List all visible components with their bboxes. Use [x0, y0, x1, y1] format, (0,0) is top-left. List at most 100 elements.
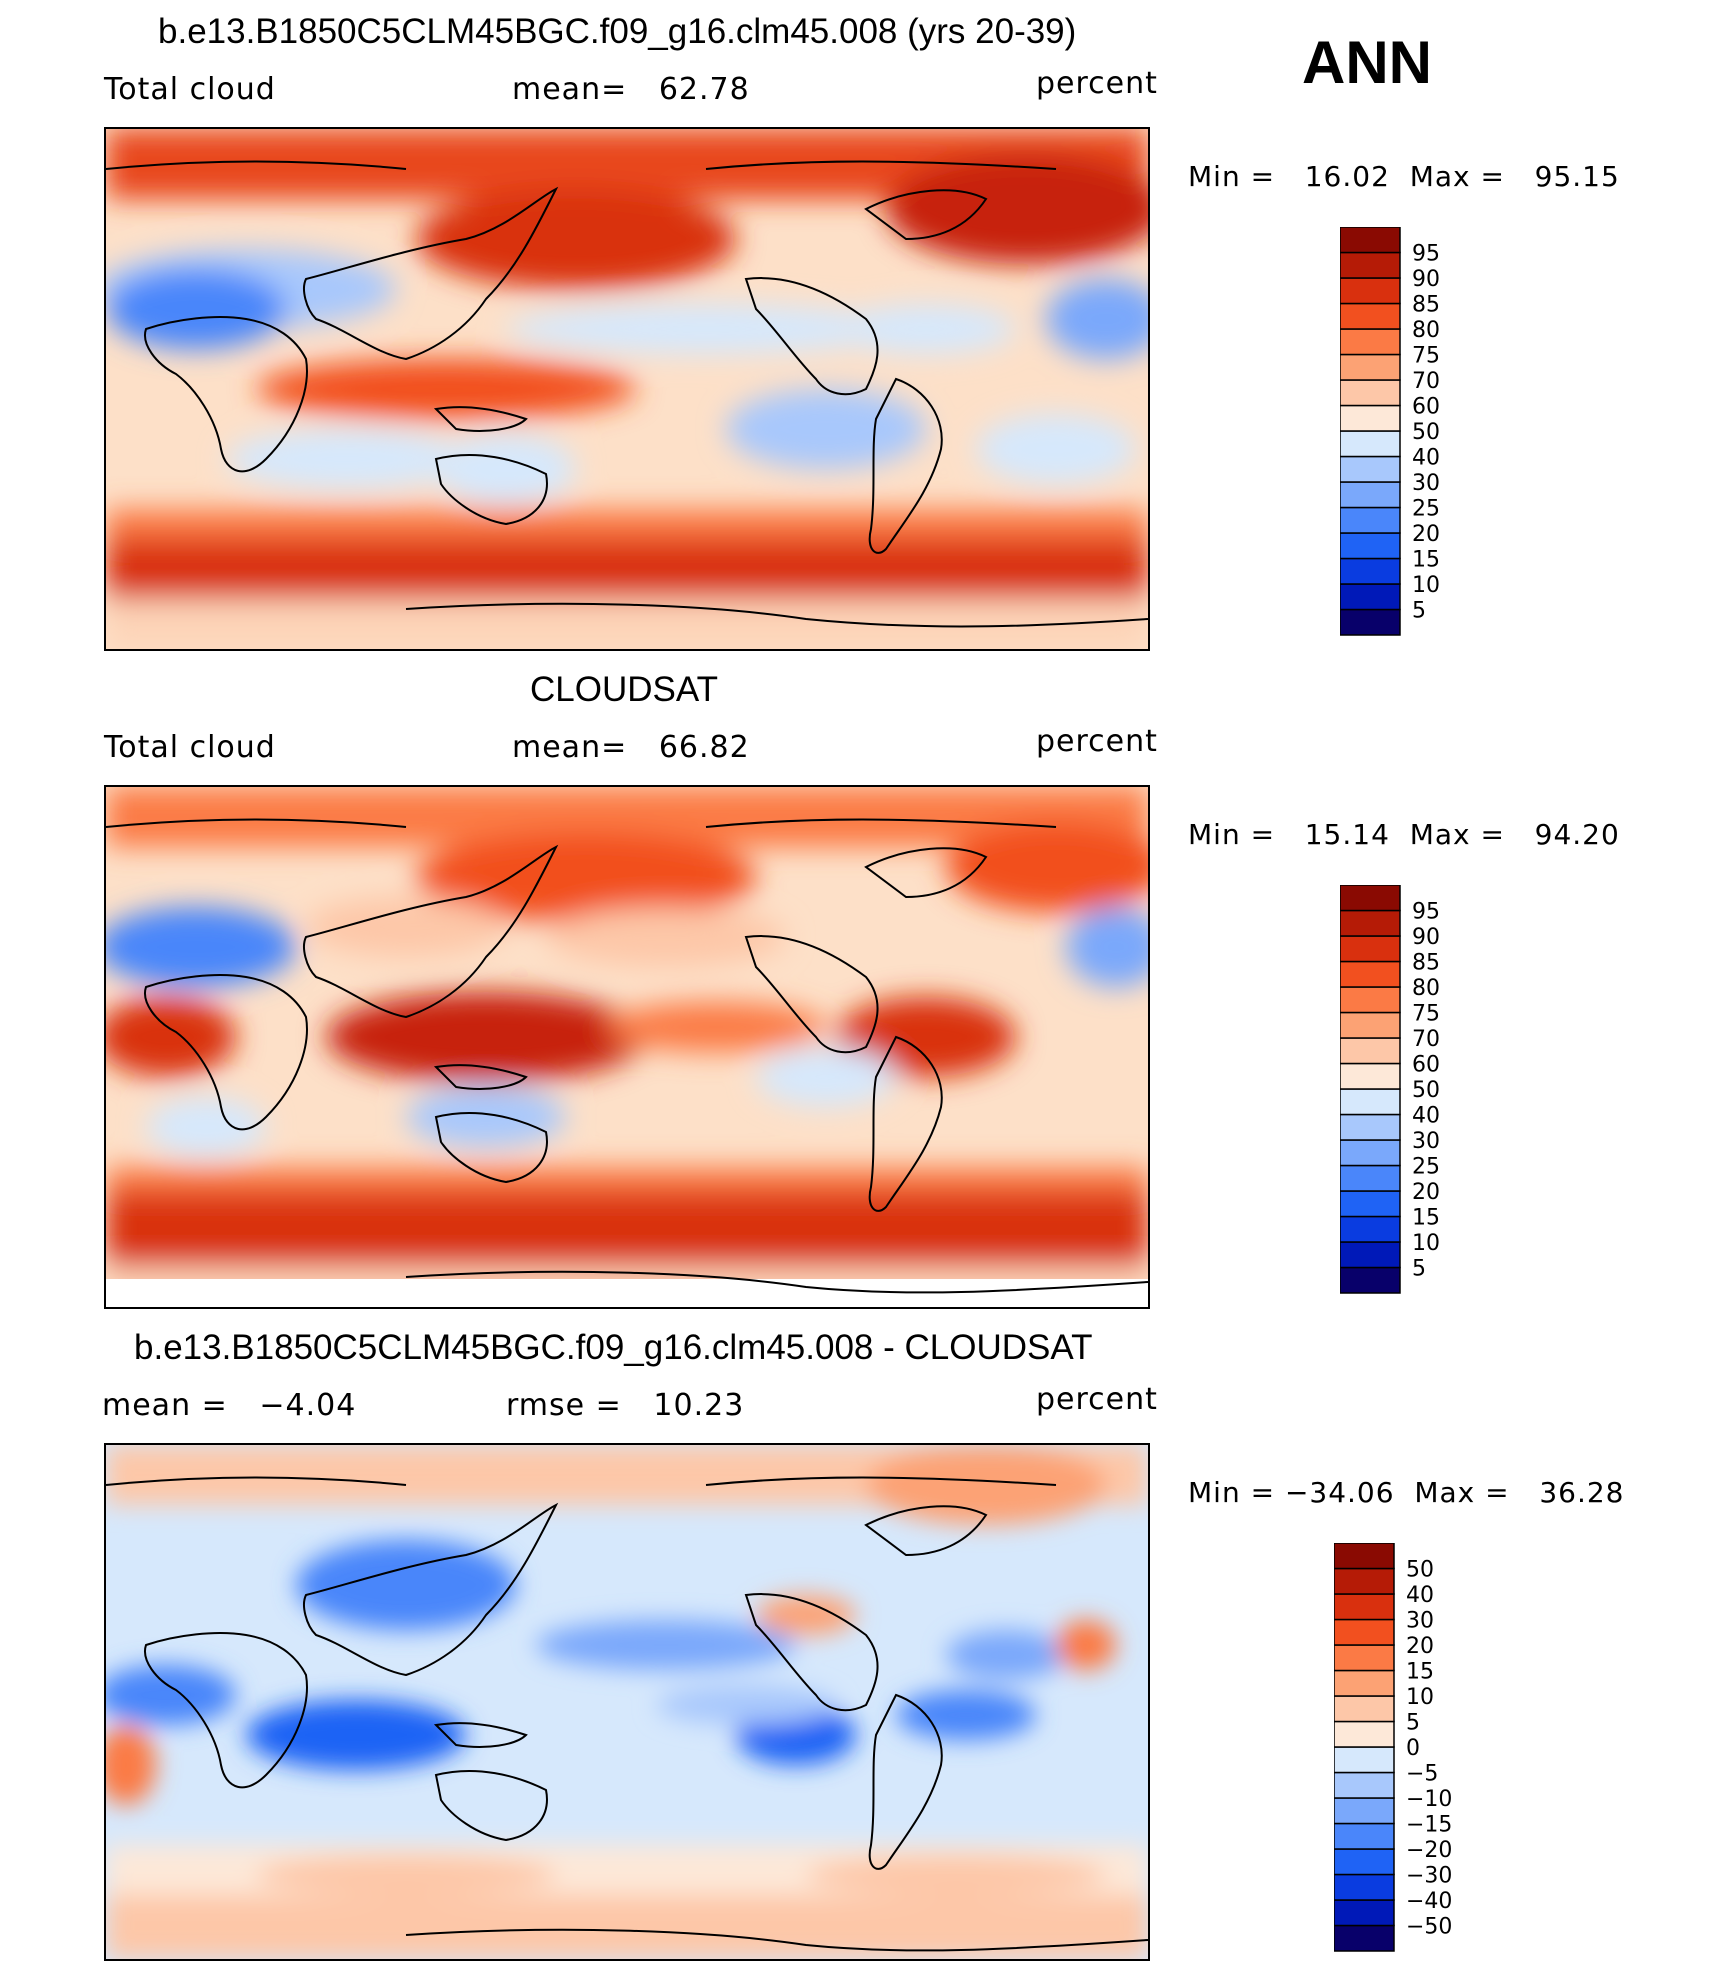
season-label: ANN: [1302, 29, 1432, 96]
panel-mean-label: mean= 62.78: [512, 72, 750, 107]
colorbar-tick-label: −10: [1406, 1787, 1452, 1812]
colorbar-box: [1334, 1669, 1395, 1697]
colorbar-box: [1334, 1771, 1395, 1799]
panel-title-diff: b.e13.B1850C5CLM45BGC.f09_g16.clm45.008 …: [134, 1328, 1093, 1367]
colorbar-box: [1334, 1924, 1395, 1952]
colorbar-box: [1340, 430, 1401, 458]
colorbar-box: [1334, 1720, 1395, 1748]
colorbar-tick-label: −40: [1406, 1889, 1452, 1914]
map-model-field: [106, 129, 1148, 649]
colorbar-box: [1334, 1543, 1395, 1570]
panel-variable-label: Total cloud: [104, 72, 276, 107]
panel-minmax-stats: Min = −34.06 Max = 36.28: [1188, 1476, 1625, 1509]
colorbar-tick-label: 40: [1412, 446, 1440, 471]
colorbar-box: [1340, 481, 1401, 509]
colorbar-tick-label: 95: [1412, 242, 1440, 267]
colorbar-box: [1340, 986, 1401, 1014]
colorbar-tick-label: 75: [1412, 344, 1440, 369]
colorbar-box: [1340, 404, 1401, 432]
panel-variable-label: Total cloud: [104, 730, 276, 765]
colorbar-box: [1340, 455, 1401, 483]
colorbar-box: [1334, 1873, 1395, 1901]
colorbar-tick-label: −5: [1406, 1762, 1438, 1787]
panel-rmse-label: rmse = 10.23: [506, 1388, 745, 1423]
colorbar-tick-label: −30: [1406, 1864, 1452, 1889]
colorbar-tick-label: 75: [1412, 1002, 1440, 1027]
colorbar-box: [1340, 353, 1401, 381]
colorbar-box: [1340, 1215, 1401, 1243]
colorbar-box: [1334, 1644, 1395, 1672]
panel-units-label: percent: [1036, 66, 1158, 101]
colorbar-tick-label: −50: [1406, 1915, 1452, 1940]
colorbar-box: [1340, 608, 1401, 636]
colorbar-tick-label: 20: [1412, 522, 1440, 547]
colorbar-tick-label: 50: [1412, 1078, 1440, 1103]
colorbar-tick-label: 70: [1412, 369, 1440, 394]
colorbar-box: [1340, 277, 1401, 305]
colorbar-box: [1340, 1266, 1401, 1294]
colorbar-box: [1340, 1241, 1401, 1269]
panel-units-label: percent: [1036, 724, 1158, 759]
colorbar-tick-label: 70: [1412, 1027, 1440, 1052]
colorbar-tick-label: 5: [1406, 1711, 1420, 1736]
colorbar-tick-label: 30: [1412, 471, 1440, 496]
colorbar-box: [1340, 227, 1401, 254]
colorbar-box: [1340, 302, 1401, 330]
colorbar-diff: 50 40 30 20 15 10 5 0 −5 −10 −15 −20 −30 −40 −50: [1334, 1543, 1504, 1963]
colorbar-box: [1340, 251, 1401, 279]
colorbar-box: [1340, 960, 1401, 988]
colorbar-box: [1340, 935, 1401, 963]
colorbar-box: [1340, 583, 1401, 611]
colorbar-box: [1340, 885, 1401, 912]
colorbar-box: [1334, 1899, 1395, 1927]
colorbar-model: 95 90 85 80 75 70 60 50 40 30 25 20 15 10 5: [1340, 227, 1500, 647]
colorbar-box: [1334, 1593, 1395, 1621]
colorbar-tick-label: 0: [1406, 1736, 1420, 1761]
colorbar-tick-label: 95: [1412, 900, 1440, 925]
colorbar-box: [1340, 379, 1401, 407]
panel-mean-label: mean = −4.04: [102, 1388, 357, 1423]
panel-title-model: b.e13.B1850C5CLM45BGC.f09_g16.clm45.008 …: [158, 12, 1077, 51]
colorbar-tick-label: 20: [1406, 1634, 1434, 1659]
colorbar-box: [1334, 1822, 1395, 1850]
colorbar-box: [1340, 506, 1401, 534]
colorbar-tick-label: −15: [1406, 1813, 1452, 1838]
colorbar-box: [1334, 1848, 1395, 1876]
colorbar-tick-label: 80: [1412, 976, 1440, 1001]
colorbar-box: [1340, 1037, 1401, 1065]
colorbar-box: [1340, 1139, 1401, 1167]
colorbar-tick-label: 10: [1412, 1231, 1440, 1256]
map-model-total-cloud: [104, 127, 1150, 651]
colorbar-box: [1334, 1618, 1395, 1646]
colorbar-box: [1340, 1088, 1401, 1116]
colorbar-tick-label: 30: [1412, 1129, 1440, 1154]
map-diff-field: [106, 1445, 1148, 1959]
colorbar-box: [1340, 909, 1401, 937]
colorbar-tick-label: 5: [1412, 599, 1426, 624]
map-obs-field: [106, 787, 1148, 1307]
colorbar-tick-label: 90: [1412, 267, 1440, 292]
colorbar-tick-label: 90: [1412, 925, 1440, 950]
colorbar-tick-label: 85: [1412, 293, 1440, 318]
panel-mean-label: mean= 66.82: [512, 730, 750, 765]
colorbar-box: [1340, 1113, 1401, 1141]
colorbar-box: [1334, 1746, 1395, 1774]
colorbar-tick-label: 80: [1412, 318, 1440, 343]
map-diff-total-cloud: [104, 1443, 1150, 1961]
colorbar-tick-label: 25: [1412, 497, 1440, 522]
colorbar-tick-label: 85: [1412, 951, 1440, 976]
panel-minmax-stats: Min = 15.14 Max = 94.20: [1188, 818, 1620, 851]
colorbar-box: [1340, 1164, 1401, 1192]
colorbar-box: [1340, 557, 1401, 585]
colorbar-box: [1340, 328, 1401, 356]
colorbar-tick-label: 15: [1412, 1206, 1440, 1231]
colorbar-box: [1340, 532, 1401, 560]
colorbar-box: [1340, 1190, 1401, 1218]
colorbar-tick-label: 40: [1412, 1104, 1440, 1129]
colorbar-tick-label: −20: [1406, 1838, 1452, 1863]
colorbar-box: [1340, 1011, 1401, 1039]
panel-title-obs: CLOUDSAT: [530, 670, 718, 709]
colorbar-tick-label: 50: [1412, 420, 1440, 445]
colorbar-tick-label: 30: [1406, 1609, 1434, 1634]
